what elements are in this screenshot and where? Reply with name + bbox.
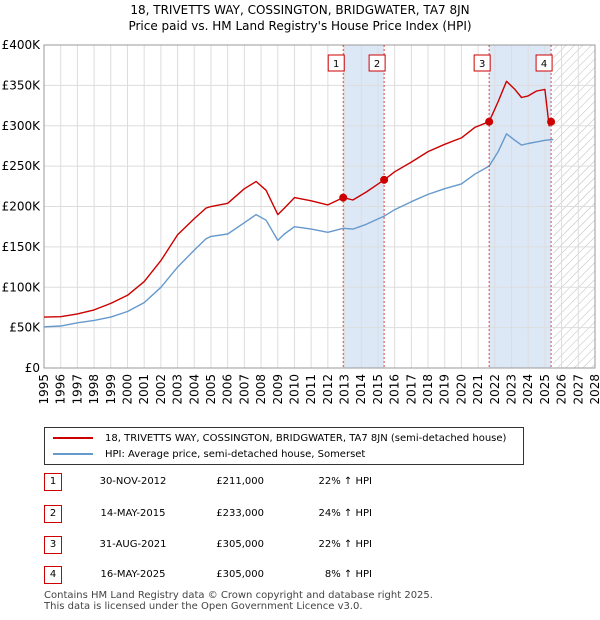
footer-copyright: Contains HM Land Registry data © Crown c… — [44, 590, 433, 601]
sale-hpi-change: 24% ↑ HPI — [318, 508, 372, 519]
y-tick-label: £250K — [2, 159, 42, 173]
x-tick-label: 2000 — [120, 374, 134, 405]
sale-point — [380, 175, 389, 184]
x-tick-label: 2010 — [287, 374, 301, 405]
x-tick-label: 2023 — [505, 374, 519, 405]
sale-price: £211,000 — [216, 476, 264, 487]
sale-point — [339, 193, 348, 202]
x-tick-label: 1999 — [104, 374, 118, 405]
x-tick-label: 2013 — [338, 374, 352, 405]
x-tick-label: 2012 — [321, 374, 335, 405]
x-tick-label: 2015 — [371, 374, 385, 405]
x-tick-label: 2019 — [438, 374, 452, 405]
x-tick-label: 1995 — [37, 374, 51, 405]
x-tick-label: 2024 — [521, 374, 535, 405]
x-tick-label: 1997 — [70, 374, 84, 405]
y-tick-label: £150K — [2, 240, 42, 254]
plot-frame — [43, 44, 596, 369]
legend-label-property: 18, TRIVETTS WAY, COSSINGTON, BRIDGWATER… — [105, 432, 507, 444]
y-tick-label: £200K — [2, 200, 42, 214]
footer-note: Contains HM Land Registry data © Crown c… — [44, 590, 433, 612]
x-tick-label: 1996 — [54, 374, 68, 405]
sale-number-badge: 4 — [44, 566, 62, 584]
x-tick-label: 2011 — [304, 374, 318, 405]
price-chart: £0 £50K £100K £150K £200K £250K £300K £350K £400… — [2, 38, 600, 405]
sale-date: 14-MAY-2015 — [100, 508, 166, 519]
x-tick-label: 2008 — [254, 374, 268, 405]
chart-legend: 18, TRIVETTS WAY, COSSINGTON, BRIDGWATER… — [44, 427, 524, 465]
x-tick-label: 2022 — [488, 374, 502, 405]
x-tick-label: 2001 — [137, 374, 151, 405]
y-tick-label: £350K — [2, 78, 42, 92]
x-tick-label: 2017 — [404, 374, 418, 405]
y-tick-label: £400K — [2, 38, 42, 52]
x-tick-label: 2014 — [354, 374, 368, 405]
footer-licence: This data is licensed under the Open Gov… — [44, 601, 363, 612]
sale-price: £233,000 — [216, 508, 264, 519]
sale-number-badge: 3 — [44, 536, 62, 554]
x-tick-label: 2007 — [237, 374, 251, 405]
x-tick-label: 2025 — [538, 374, 552, 405]
sale-hpi-change: 22% ↑ HPI — [318, 476, 372, 487]
sale-date: 31-AUG-2021 — [99, 539, 167, 550]
chart-subtitle: Price paid vs. HM Land Registry's House … — [128, 19, 472, 33]
sale-label-box — [535, 54, 553, 72]
sale-hpi-change: 8% ↑ HPI — [324, 569, 372, 580]
hpi-line — [43, 133, 554, 328]
x-tick-label: 2026 — [555, 374, 569, 405]
x-tick-label: 1998 — [87, 374, 101, 405]
x-tick-label: 2005 — [204, 374, 218, 405]
sale-number-badge: 2 — [44, 505, 62, 523]
x-tick-label: 2020 — [454, 374, 468, 405]
x-tick-label: 2027 — [571, 374, 585, 405]
y-tick-label: £50K — [9, 321, 41, 335]
sale-row: 1 30-NOV-2012 £211,000 22% ↑ HPI — [44, 473, 464, 493]
x-tick-label: 2006 — [221, 374, 235, 405]
sale-date: 30-NOV-2012 — [99, 476, 167, 487]
y-tick-label: £100K — [2, 280, 42, 294]
sale-row: 2 14-MAY-2015 £233,000 24% ↑ HPI — [44, 505, 464, 525]
x-tick-label: 2009 — [271, 374, 285, 405]
sale-hpi-change: 22% ↑ HPI — [318, 539, 372, 550]
sale-date: 16-MAY-2025 — [100, 569, 166, 580]
x-tick-label: 2021 — [471, 374, 485, 405]
legend-item-hpi: HPI: Average price, semi-detached house,… — [53, 447, 365, 461]
x-tick-label: 2016 — [388, 374, 402, 405]
property-price-line — [43, 80, 552, 318]
legend-item-property: 18, TRIVETTS WAY, COSSINGTON, BRIDGWATER… — [53, 431, 506, 445]
sale-number-badge: 1 — [44, 473, 62, 491]
x-tick-label: 2002 — [154, 374, 168, 405]
sale-label: 3 — [479, 59, 485, 70]
sale-row: 4 16-MAY-2025 £305,000 8% ↑ HPI — [44, 566, 464, 586]
sale-label-box — [368, 54, 386, 72]
sale-label-box — [473, 54, 491, 72]
x-tick-label: 2004 — [187, 374, 201, 405]
x-tick-label: 2028 — [588, 374, 600, 405]
y-tick-label: £0 — [25, 361, 40, 375]
sale-price: £305,000 — [216, 569, 264, 580]
sale-label-box — [327, 54, 345, 72]
legend-swatch-property — [53, 437, 93, 439]
legend-swatch-hpi — [53, 453, 93, 455]
sale-point — [485, 117, 494, 126]
x-tick-label: 2018 — [421, 374, 435, 405]
sale-label: 1 — [333, 59, 339, 70]
sale-price: £305,000 — [216, 539, 264, 550]
y-tick-label: £300K — [2, 119, 42, 133]
sale-row: 3 31-AUG-2021 £305,000 22% ↑ HPI — [44, 536, 464, 556]
sale-label: 4 — [541, 59, 547, 70]
x-tick-label: 2003 — [171, 374, 185, 405]
sale-point — [547, 117, 556, 126]
chart-title: 18, TRIVETTS WAY, COSSINGTON, BRIDGWATER… — [130, 3, 470, 17]
sale-label: 2 — [374, 59, 380, 70]
legend-label-hpi: HPI: Average price, semi-detached house,… — [105, 448, 366, 460]
